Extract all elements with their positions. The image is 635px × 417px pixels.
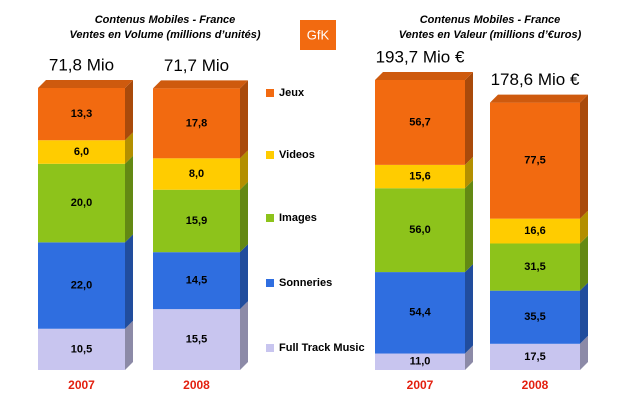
value-label: 15,5: [186, 333, 207, 345]
value-label: 20,0: [71, 197, 92, 209]
bar-top: [490, 94, 588, 103]
value-label: 31,5: [524, 261, 545, 273]
legend-swatch: [266, 344, 274, 352]
value-label: 77,5: [524, 155, 545, 167]
legend-swatch: [266, 214, 274, 222]
logo: GfK: [307, 27, 330, 42]
legend-label: Images: [279, 212, 317, 224]
bar-side: [125, 132, 133, 164]
bar-side: [240, 301, 248, 370]
legend-label: Jeux: [279, 87, 305, 99]
bar-side: [465, 264, 473, 354]
bar-side: [580, 235, 588, 291]
chart-title: Ventes en Valeur (millions d’€uros): [399, 29, 582, 41]
value-label: 17,5: [524, 351, 545, 363]
value-label: 15,9: [186, 215, 207, 227]
chart-title: Contenus Mobiles - France: [95, 14, 236, 26]
bar-segment: [375, 188, 465, 273]
x-tick-label: 2008: [522, 378, 549, 392]
legend-label: Videos: [279, 149, 315, 161]
total-label: 193,7 Mio €: [376, 47, 465, 66]
total-label: 178,6 Mio €: [491, 70, 580, 89]
x-tick-label: 2007: [68, 378, 95, 392]
bar-segment: [38, 88, 125, 141]
bar-segment: [153, 309, 240, 370]
bar-side: [240, 181, 248, 253]
bar-side: [580, 282, 588, 344]
x-tick-label: 2007: [407, 378, 434, 392]
bar-segment: [375, 353, 465, 370]
value-label: 56,0: [409, 224, 430, 236]
value-label: 14,5: [186, 275, 207, 287]
x-tick-label: 2008: [183, 378, 210, 392]
bar-side: [465, 72, 473, 165]
bar-top: [153, 80, 248, 89]
bar-segment: [38, 163, 125, 243]
legend-swatch: [266, 151, 274, 159]
bar-side: [465, 156, 473, 189]
bar-top: [38, 80, 133, 88]
bar-segment: [153, 252, 240, 310]
bar-side: [465, 180, 473, 273]
value-label: 54,4: [409, 307, 431, 319]
bar-segment: [375, 164, 465, 189]
total-label: 71,7 Mio: [164, 56, 229, 75]
bar-segment: [375, 80, 465, 165]
bar-segment: [38, 328, 125, 370]
value-label: 11,0: [410, 356, 431, 368]
bar-side: [240, 244, 248, 310]
bar-side: [125, 155, 133, 243]
bar-side: [580, 94, 588, 219]
value-label: 22,0: [71, 279, 92, 291]
value-label: 35,5: [524, 311, 545, 323]
bar-segment: [490, 243, 580, 291]
value-label: 8,0: [189, 168, 204, 180]
legend-label: Sonneries: [279, 277, 332, 289]
bar-segment: [490, 218, 580, 244]
bar-side: [125, 234, 133, 329]
chart-title: Contenus Mobiles - France: [420, 14, 561, 26]
total-label: 71,8 Mio: [49, 55, 114, 74]
bar-side: [465, 345, 473, 370]
legend-label: Full Track Music: [279, 342, 365, 354]
bar-side: [125, 80, 133, 141]
bar-segment: [153, 158, 240, 190]
bar-side: [580, 335, 588, 370]
bar-segment: [153, 189, 240, 253]
bar-segment: [375, 272, 465, 354]
chart-title: Ventes en Volume (millions d’unités): [69, 29, 260, 41]
bar-segment: [490, 343, 580, 370]
value-label: 15,6: [409, 170, 430, 182]
value-label: 13,3: [71, 108, 92, 120]
bar-segment: [153, 88, 240, 159]
bar-segment: [38, 140, 125, 164]
bar-segment: [490, 290, 580, 344]
bar-segment: [490, 102, 580, 219]
legend-swatch: [266, 89, 274, 97]
value-label: 6,0: [74, 146, 89, 158]
bar-top: [375, 72, 473, 80]
value-label: 17,8: [186, 117, 207, 129]
value-label: 10,5: [71, 343, 92, 355]
logo-box: [300, 20, 336, 50]
value-label: 16,6: [524, 225, 545, 237]
bar-segment: [38, 242, 125, 329]
bar-side: [240, 80, 248, 159]
bar-side: [240, 150, 248, 190]
bar-side: [580, 210, 588, 244]
value-label: 56,7: [409, 116, 430, 128]
bar-side: [125, 320, 133, 370]
legend-swatch: [266, 279, 274, 287]
